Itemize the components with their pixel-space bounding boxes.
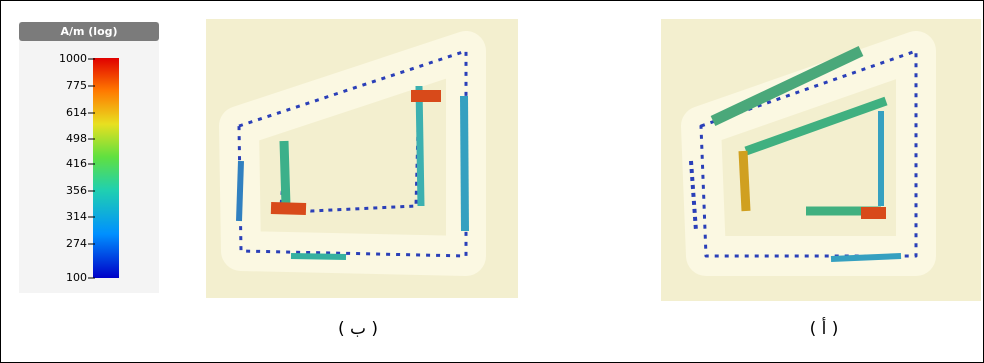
colorbar-label: 314 — [66, 210, 87, 223]
panel-caption: ( أ ) — [810, 317, 839, 339]
panel-caption: ( ب ) — [338, 319, 378, 339]
colorbar-label: 614 — [66, 106, 87, 119]
colorbar-label: 775 — [66, 79, 87, 92]
figure-drawing: A/m (log) 1000 775 614 498 416 356 314 274 100 (… — [1, 1, 983, 362]
colorbar-label: 356 — [66, 184, 87, 197]
colorbar — [93, 58, 119, 278]
colorbar-label: 498 — [66, 132, 87, 145]
colorbar-panel — [19, 22, 159, 293]
figure: A/m (log) 1000 775 614 498 416 356 314 274 100 (… — [0, 0, 984, 363]
colorbar-label: 100 — [66, 271, 87, 284]
colorbar-title: A/m (log) — [60, 25, 117, 38]
colorbar-label: 274 — [66, 237, 87, 250]
colorbar-label: 416 — [66, 157, 87, 170]
colorbar-label: 1000 — [59, 52, 87, 65]
